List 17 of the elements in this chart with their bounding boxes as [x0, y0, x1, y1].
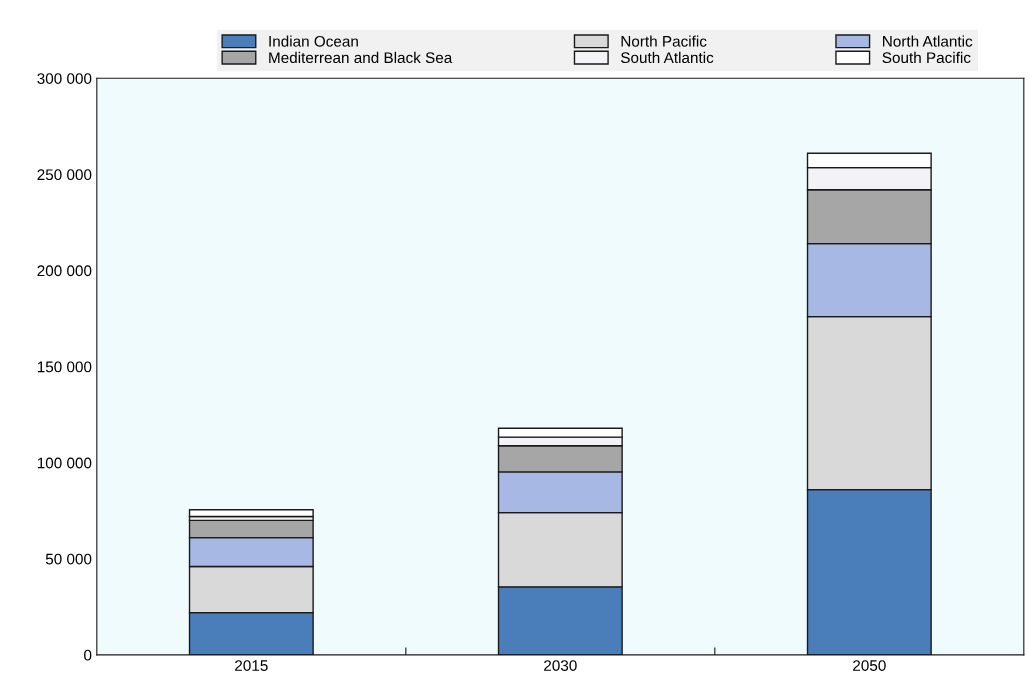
legend-label: North Pacific	[621, 35, 707, 47]
y-tick-label: 150 000	[37, 361, 92, 373]
y-tick-label: 100 000	[37, 457, 92, 469]
legend-label: South Pacific	[882, 51, 971, 64]
y-tick-label: 50 000	[45, 553, 92, 565]
x-tick-label: 2030	[544, 660, 577, 671]
x-tick-label: 2015	[235, 660, 268, 671]
bar	[188, 509, 314, 518]
y-tick-label: 0	[84, 649, 92, 661]
y-tick-label: 300 000	[37, 73, 92, 84]
legend-label: North Atlantic	[883, 35, 973, 47]
x-tick-label: 2050	[853, 660, 886, 671]
legend-label: Mediterrean and Black Sea	[269, 51, 453, 64]
legend-label: South Atlantic	[621, 51, 714, 64]
y-tick-label: 200 000	[37, 265, 92, 277]
y-tick-label: 250 000	[37, 169, 92, 181]
legend-label: Indian Ocean	[269, 35, 358, 47]
